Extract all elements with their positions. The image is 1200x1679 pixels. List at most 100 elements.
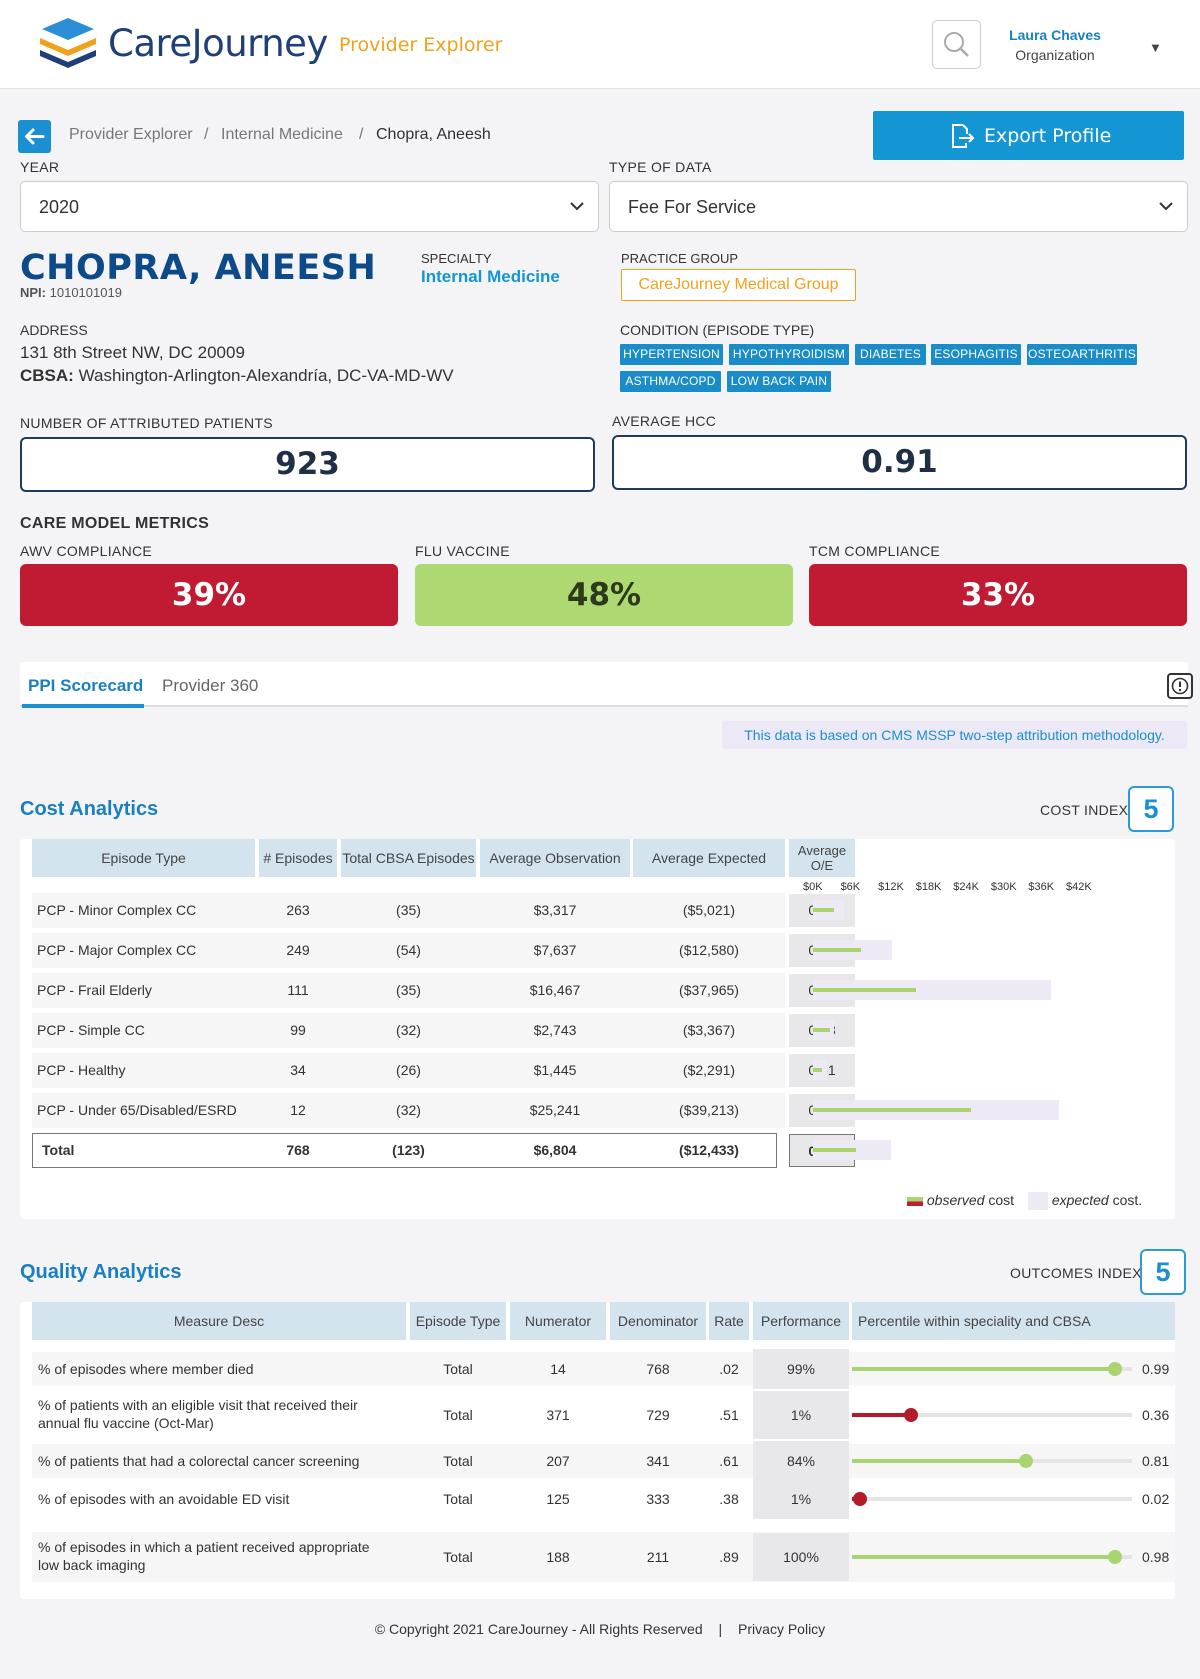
denominator-cell: 333 — [646, 1491, 670, 1507]
rate-cell: .51 — [719, 1407, 739, 1423]
column-header[interactable]: Episode Type — [32, 839, 255, 877]
cost-axis-tick-label: $30K — [990, 881, 1017, 893]
search-button[interactable] — [932, 20, 981, 69]
address-label: ADDRESS — [20, 322, 88, 338]
row-background — [32, 1013, 785, 1048]
product-name: Provider Explorer — [339, 34, 503, 56]
tcm-compliance-label: TCM COMPLIANCE — [809, 543, 940, 559]
cbsa-episodes-cell: (32) — [396, 1102, 421, 1118]
episode-type-cell: Total — [443, 1361, 473, 1377]
percentile-marker — [1108, 1550, 1122, 1564]
arrow-left-icon — [25, 128, 45, 145]
cbsa-episodes-cell: (35) — [396, 902, 421, 918]
cost-index-value: 5 — [1128, 786, 1174, 832]
breadcrumb-separator: / — [204, 126, 209, 143]
condition-tag[interactable]: HYPERTENSION — [620, 344, 723, 365]
observed-cost-bar — [813, 1108, 971, 1112]
numerator-cell: 14 — [550, 1361, 566, 1377]
condition-tag[interactable]: ASTHMA/COPD — [620, 371, 721, 392]
provider-npi: NPI: 1010101019 — [20, 285, 122, 300]
observed-legend-label: observed — [926, 1192, 985, 1208]
cost-index-label: COST INDEX — [1040, 802, 1129, 818]
column-header[interactable]: Average Expected — [633, 839, 785, 877]
cost-legend: observed cost expected cost. — [907, 1192, 1142, 1211]
column-header[interactable]: Denominator — [610, 1302, 706, 1340]
measure-desc-line: low back imaging — [38, 1557, 146, 1573]
carejourney-logo-icon[interactable] — [34, 16, 102, 72]
quality-table-panel: Measure Desc Episode Type Numerator Deno… — [20, 1302, 1175, 1599]
average-hcc-value: 0.91 — [612, 435, 1187, 490]
year-select[interactable]: 2020 — [20, 181, 599, 232]
back-button[interactable] — [18, 120, 51, 153]
year-label: YEAR — [20, 159, 60, 175]
episodes-cell: 249 — [286, 942, 310, 958]
episodes-cell: 99 — [290, 1022, 306, 1038]
npi-value: 1010101019 — [49, 285, 122, 300]
row-background — [32, 973, 785, 1008]
condition-tag[interactable]: HYPOTHYROIDISM — [729, 344, 849, 365]
privacy-policy-link[interactable]: Privacy Policy — [738, 1621, 826, 1637]
performance-cell: 1% — [753, 1391, 849, 1439]
episode-type-cell: Total — [42, 1142, 75, 1158]
practice-group-label: PRACTICE GROUP — [621, 251, 739, 266]
specialty-value[interactable]: Internal Medicine — [421, 267, 560, 286]
cbsa-episodes-cell: (26) — [396, 1062, 421, 1078]
cost-axis-tick-label: $0K — [803, 881, 823, 893]
column-header[interactable]: Performance — [753, 1302, 849, 1340]
tab-provider-360[interactable]: Provider 360 — [162, 676, 259, 695]
percentile-marker — [853, 1492, 867, 1506]
expected-legend-label: expected — [1051, 1192, 1109, 1208]
breadcrumb-internal-medicine[interactable]: Internal Medicine — [221, 126, 343, 143]
column-header[interactable]: Percentile within speciality and CBSA — [852, 1302, 1175, 1340]
practice-group-badge[interactable]: CareJourney Medical Group — [621, 269, 856, 301]
observed-cost-bar — [813, 948, 861, 952]
row-background — [32, 893, 785, 928]
row-background — [32, 933, 785, 968]
footer-separator: | — [718, 1621, 723, 1637]
percentile-value: 0.36 — [1142, 1407, 1170, 1423]
column-header[interactable]: # Episodes — [259, 839, 337, 877]
outcomes-index-value: 5 — [1140, 1249, 1186, 1295]
type-of-data-select[interactable]: Fee For Service — [609, 181, 1188, 232]
export-profile-button[interactable]: Export Profile — [873, 111, 1184, 160]
numerator-cell: 125 — [546, 1491, 570, 1507]
column-header[interactable]: Total CBSA Episodes — [341, 839, 476, 877]
user-menu-caret-icon[interactable]: ▼ — [1149, 40, 1162, 55]
condition-tag[interactable]: LOW BACK PAIN — [727, 371, 831, 392]
provider-name: CHOPRA, ANEESH — [20, 248, 377, 288]
attribution-note: This data is based on CMS MSSP two-step … — [722, 721, 1187, 749]
observed-cost-bar — [813, 1028, 830, 1032]
performance-cell: 84% — [753, 1441, 849, 1481]
condition-tag[interactable]: OSTEOARTHRITIS — [1027, 344, 1137, 365]
outcomes-index-label: OUTCOMES INDEX — [1010, 1265, 1142, 1281]
cost-analytics-title: Cost Analytics — [20, 798, 159, 820]
column-header[interactable]: Numerator — [510, 1302, 606, 1340]
column-header[interactable]: Rate — [709, 1302, 749, 1340]
average-hcc-label: AVERAGE HCC — [612, 413, 717, 429]
average-expected-cell: ($2,291) — [682, 1062, 736, 1078]
column-header[interactable]: Episode Type — [410, 1302, 506, 1340]
column-header[interactable]: Measure Desc — [32, 1302, 406, 1340]
column-header[interactable]: Average Observation — [480, 839, 630, 877]
average-expected-cell: ($12,433) — [679, 1142, 739, 1158]
condition-tag[interactable]: ESOPHAGITIS — [931, 344, 1021, 365]
condition-tag[interactable]: DIABETES — [855, 344, 926, 365]
measure-desc-cell: % of episodes where member died — [38, 1360, 398, 1378]
search-icon — [944, 32, 969, 57]
rate-cell: .02 — [719, 1361, 739, 1377]
episodes-cell: 34 — [290, 1062, 306, 1078]
row-background — [32, 1053, 785, 1088]
performance-cell: 99% — [753, 1349, 849, 1389]
average-expected-cell: ($37,965) — [679, 982, 739, 998]
breadcrumb-provider-explorer[interactable]: Provider Explorer — [69, 126, 193, 143]
tab-bar: PPI Scorecard Provider 360 — [20, 662, 1193, 708]
tab-ppi-scorecard[interactable]: PPI Scorecard — [28, 676, 144, 695]
column-header[interactable]: Average O/E — [789, 839, 855, 877]
info-icon[interactable] — [1167, 673, 1193, 699]
user-name[interactable]: Laura Chaves — [1009, 27, 1101, 43]
observed-cost-bar — [813, 988, 916, 992]
brand-name[interactable]: CareJourney — [108, 22, 328, 65]
denominator-cell: 211 — [646, 1549, 670, 1565]
attributed-patients-value: 923 — [20, 437, 595, 492]
percentile-value: 0.81 — [1142, 1453, 1170, 1469]
